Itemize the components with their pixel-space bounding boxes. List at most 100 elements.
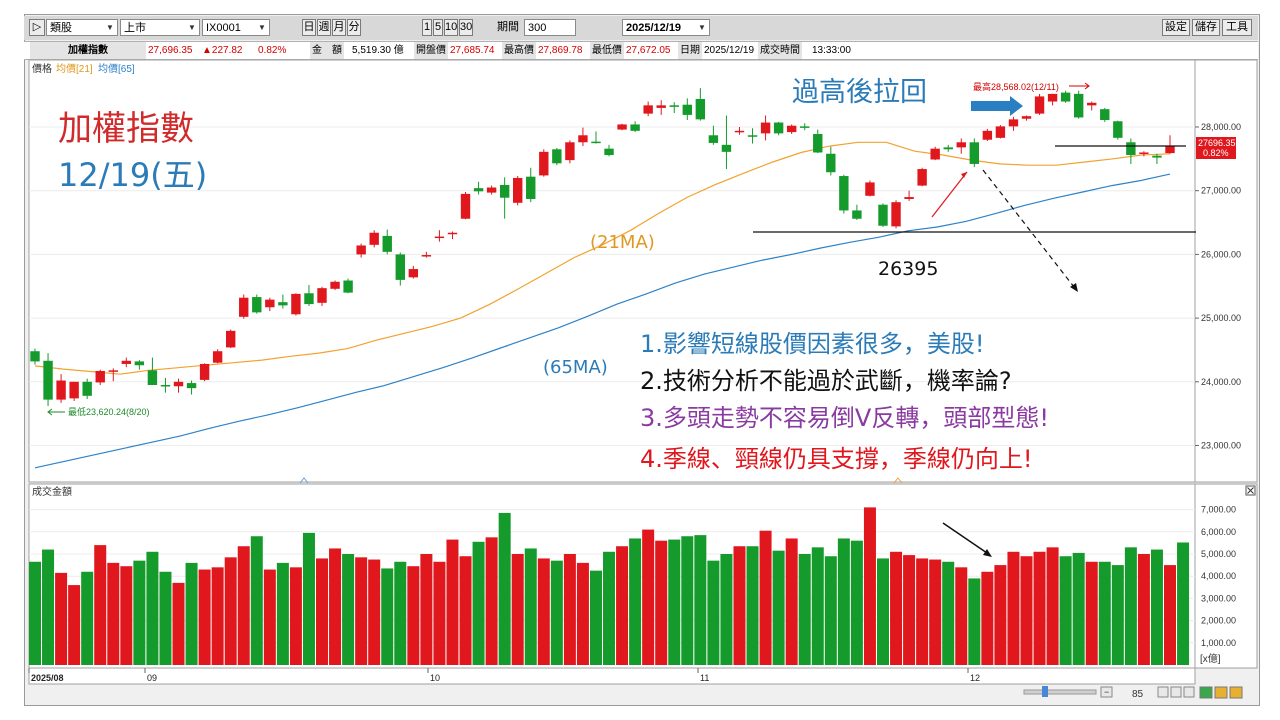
candle-body bbox=[526, 176, 536, 199]
settings-button[interactable]: 設定 bbox=[1162, 19, 1190, 36]
volume-bar bbox=[772, 550, 785, 665]
scroll-right-button[interactable] bbox=[1183, 686, 1195, 698]
save-image-button[interactable] bbox=[1229, 686, 1243, 699]
candle-body bbox=[356, 245, 366, 255]
candle-body bbox=[630, 124, 640, 131]
volume-bar bbox=[733, 546, 746, 665]
minute-30-button[interactable]: 30 bbox=[459, 19, 473, 36]
annotation-low-note: 最低23,620.24(8/20) bbox=[68, 406, 150, 417]
date-select[interactable]: 2025/12/19 ▼ bbox=[622, 19, 710, 36]
volume-bar bbox=[237, 546, 250, 665]
candle-body bbox=[1152, 155, 1162, 158]
volume-bar bbox=[876, 558, 889, 665]
zoom-slider-handle[interactable] bbox=[1042, 686, 1048, 697]
candle-body bbox=[565, 142, 575, 161]
volume-bar bbox=[1111, 565, 1124, 665]
candle-body bbox=[382, 235, 392, 252]
print-button[interactable] bbox=[1214, 686, 1228, 699]
stop-button[interactable] bbox=[1170, 686, 1182, 698]
candle-body bbox=[1047, 93, 1058, 102]
volume-bar bbox=[550, 560, 563, 665]
volume-bar bbox=[68, 585, 81, 665]
candle-body bbox=[682, 104, 692, 115]
volume-bar bbox=[185, 562, 198, 665]
volume-bar bbox=[1150, 549, 1163, 665]
volume-bar bbox=[1072, 552, 1085, 665]
period-week-button[interactable]: 週 bbox=[317, 19, 331, 36]
minute-10-button[interactable]: 10 bbox=[444, 19, 458, 36]
volume-bar bbox=[485, 537, 498, 665]
amount-label: 金 額 bbox=[310, 42, 344, 59]
zoom-slider-track[interactable] bbox=[1023, 689, 1097, 695]
volume-bar bbox=[342, 554, 355, 665]
volume-bar bbox=[642, 529, 655, 665]
date-tick-label: 2025/08 bbox=[31, 673, 64, 683]
volume-bar bbox=[459, 556, 472, 665]
periods-input[interactable]: 300 bbox=[524, 19, 576, 36]
candle-body bbox=[1008, 119, 1019, 127]
period-day-button[interactable]: 日 bbox=[302, 19, 316, 36]
candle-body bbox=[434, 236, 445, 239]
close-icon bbox=[1247, 487, 1254, 494]
category-select[interactable]: 類股 ▼ bbox=[46, 19, 118, 36]
candle-body bbox=[460, 193, 471, 219]
candle-body bbox=[408, 269, 419, 278]
market-value: 上市 bbox=[124, 22, 146, 34]
volume-bar bbox=[981, 571, 994, 665]
zoom-level: 85 bbox=[1132, 689, 1144, 700]
volume-bar bbox=[498, 512, 511, 665]
save-button[interactable]: 儲存 bbox=[1192, 19, 1220, 36]
volume-tick-label: 2,000.00 bbox=[1201, 616, 1236, 626]
note-3-number: 3. bbox=[640, 404, 663, 432]
open-value: 27,685.74 bbox=[450, 45, 495, 56]
period-minute-button[interactable]: 分 bbox=[347, 19, 361, 36]
market-select[interactable]: 上市 ▼ bbox=[120, 19, 200, 36]
volume-bar bbox=[850, 540, 863, 665]
minute-5-button[interactable]: 5 bbox=[433, 19, 443, 36]
candle-body bbox=[121, 360, 132, 364]
price-tick-label: 27,000.00 bbox=[1201, 186, 1241, 196]
volume-bar bbox=[120, 566, 133, 665]
candle-body bbox=[669, 105, 679, 107]
volume-bar bbox=[42, 549, 55, 665]
scroll-left-button[interactable] bbox=[1157, 686, 1169, 698]
play-button[interactable]: ▷ bbox=[29, 19, 45, 36]
candle-body bbox=[447, 232, 458, 235]
volume-bar bbox=[198, 569, 211, 665]
volume-bar bbox=[903, 555, 916, 665]
note-1-text: 影響短線股價因素很多，美股! bbox=[663, 330, 985, 358]
annotation-ma21: (21MA) bbox=[590, 232, 655, 253]
annotation-pullback: 過高後拉回 bbox=[792, 77, 927, 108]
volume-bar bbox=[355, 557, 368, 665]
candle-body bbox=[982, 130, 993, 140]
candle-body bbox=[956, 142, 966, 148]
annotation-support: 26395 bbox=[878, 258, 938, 280]
candle-body bbox=[43, 360, 53, 400]
candle-body bbox=[160, 384, 171, 387]
tools-button[interactable]: 工具 bbox=[1222, 19, 1252, 36]
volume-bar bbox=[446, 539, 459, 665]
minute-1-button[interactable]: 1 bbox=[422, 19, 432, 36]
export-excel-button[interactable] bbox=[1199, 686, 1213, 699]
candle-body bbox=[173, 381, 184, 387]
period-month-button[interactable]: 月 bbox=[332, 19, 346, 36]
candle-body bbox=[239, 297, 249, 317]
volume-bar bbox=[511, 554, 524, 665]
candle-body bbox=[212, 351, 223, 363]
time-value: 13:33:00 bbox=[812, 45, 851, 56]
zoom-out-button[interactable] bbox=[1100, 686, 1113, 698]
volume-bar bbox=[798, 554, 811, 665]
note-3: 3.多頭走勢不容易倒V反轉，頭部型態! bbox=[640, 404, 1049, 432]
volume-bar bbox=[759, 530, 772, 665]
left-arrow-icon bbox=[47, 408, 65, 416]
volume-bar bbox=[994, 565, 1007, 665]
volume-tick-label: 7,000.00 bbox=[1201, 505, 1236, 515]
candle-body bbox=[604, 148, 614, 156]
candle-body bbox=[826, 153, 836, 173]
candle-body bbox=[147, 370, 158, 385]
high-value: 27,869.78 bbox=[538, 45, 583, 56]
candle-body bbox=[539, 151, 549, 176]
candle-body bbox=[865, 182, 875, 196]
symbol-input[interactable]: IX0001 ▼ bbox=[202, 19, 270, 36]
volume-tick-label: 3,000.00 bbox=[1201, 593, 1236, 603]
